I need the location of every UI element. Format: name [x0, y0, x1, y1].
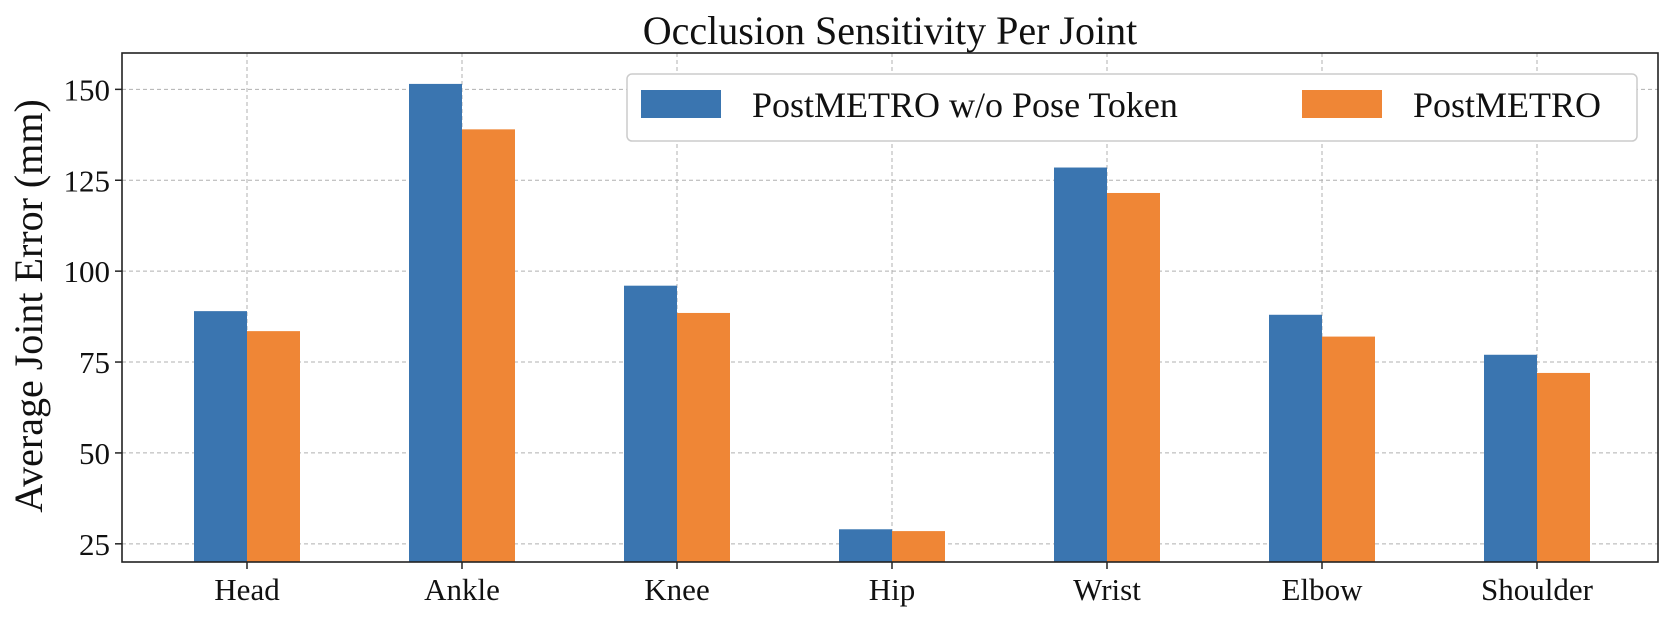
- y-tick-label: 25: [79, 527, 110, 562]
- y-tick-label: 50: [79, 436, 110, 471]
- legend-label-series-1: PostMETRO w/o Pose Token: [752, 85, 1178, 125]
- bar-without-pose-token-knee: [624, 285, 677, 562]
- y-tick-label: 100: [64, 254, 111, 289]
- x-tick-label: Ankle: [424, 572, 500, 607]
- bar-without-pose-token-ankle: [409, 83, 462, 563]
- legend-box: [626, 73, 1638, 142]
- bar-postmetro-knee: [677, 312, 730, 562]
- x-tick-label: Elbow: [1282, 572, 1364, 607]
- plot-frame: [121, 52, 1659, 563]
- bar-postmetro-hip: [892, 531, 945, 562]
- y-axis-label: Average Joint Error (mm): [6, 99, 51, 513]
- legend-swatch-series-1: [641, 90, 721, 118]
- y-tick-label: 150: [64, 72, 111, 107]
- chart-title: Occlusion Sensitivity Per Joint: [643, 8, 1137, 53]
- bar-postmetro-shoulder: [1537, 372, 1590, 562]
- bar-postmetro-ankle: [462, 129, 515, 562]
- x-tick-label: Knee: [644, 572, 709, 607]
- bar-without-pose-token-head: [194, 311, 247, 562]
- bar-without-pose-token-hip: [839, 529, 892, 562]
- bar-without-pose-token-elbow: [1269, 314, 1322, 562]
- bar-postmetro-head: [247, 331, 300, 562]
- y-axis-ticks: 25 50 75 100 125 150: [64, 72, 122, 562]
- y-tick-label: 125: [64, 163, 111, 198]
- legend: PostMETRO w/o Pose Token PostMETRO: [626, 73, 1638, 142]
- legend-label-series-2: PostMETRO: [1413, 85, 1601, 125]
- x-tick-label: Shoulder: [1481, 572, 1594, 607]
- x-tick-label: Wrist: [1073, 572, 1141, 607]
- bar-postmetro-wrist: [1107, 192, 1160, 562]
- bars: [194, 83, 1590, 563]
- x-axis-ticks: Head Ankle Knee Hip Wrist Elbow Shoulder: [214, 562, 1594, 607]
- y-tick-label: 75: [79, 345, 110, 380]
- bar-without-pose-token-shoulder: [1484, 354, 1537, 562]
- x-tick-label: Head: [214, 572, 280, 607]
- legend-swatch-series-2: [1302, 90, 1382, 118]
- x-tick-label: Hip: [869, 572, 916, 607]
- bar-postmetro-elbow: [1322, 336, 1375, 562]
- bar-without-pose-token-wrist: [1054, 167, 1107, 562]
